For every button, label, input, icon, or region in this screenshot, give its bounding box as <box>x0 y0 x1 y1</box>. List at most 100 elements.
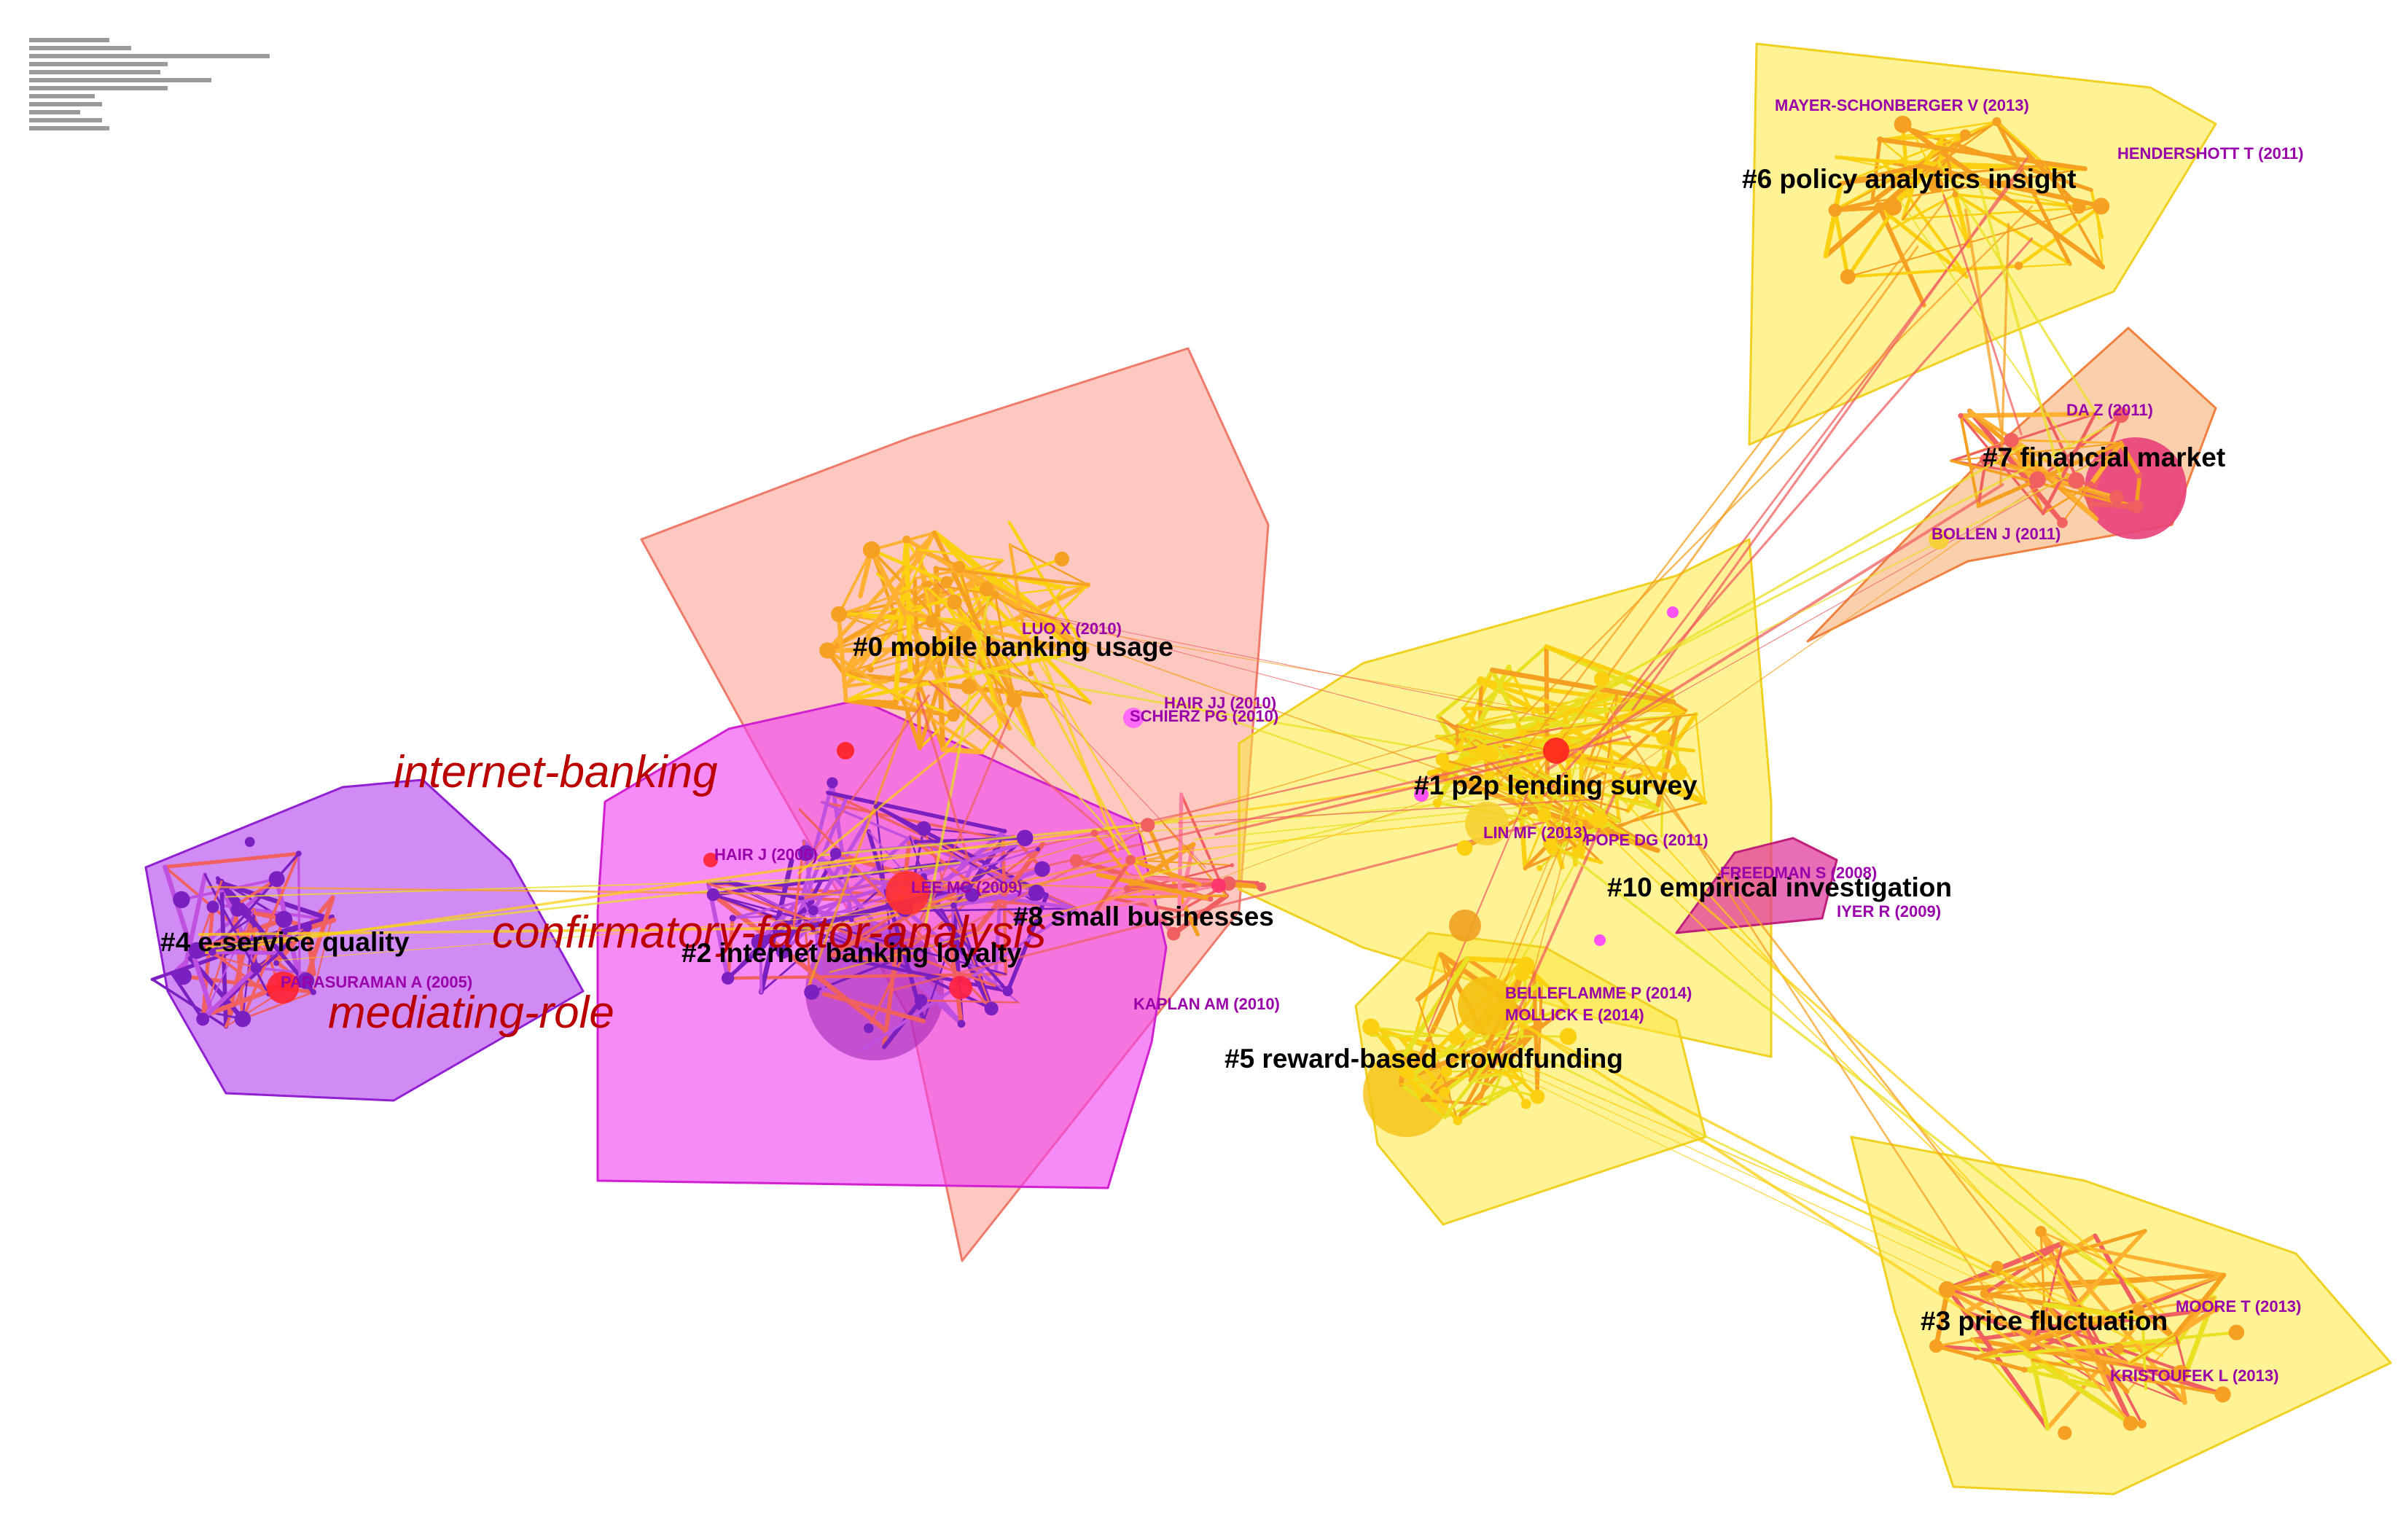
cluster-label-6: #6 policy analytics insight <box>1742 164 2077 194</box>
citation-nodes <box>173 115 2245 1440</box>
inter-cluster-edge <box>1564 782 2165 1314</box>
citation-edge <box>969 580 1093 705</box>
citation-edge <box>1469 1079 1539 1098</box>
ref-label-da-z: DA Z (2011) <box>2066 401 2153 419</box>
citation-node <box>862 541 880 559</box>
citation-edge <box>2009 437 2099 522</box>
highlighted-reference-node <box>837 742 854 759</box>
keyword-confirmatory-factor-analysis: confirmatory-factor-analysis <box>492 907 1046 958</box>
citation-node <box>1577 833 1585 842</box>
citation-node <box>2136 472 2143 479</box>
citation-node <box>1518 728 1526 737</box>
citation-node <box>1519 1023 1527 1031</box>
citation-node <box>925 580 932 588</box>
citation-node <box>1028 884 1045 902</box>
citation-node <box>208 948 216 956</box>
citation-node <box>1257 882 1267 892</box>
ref-label-hair-j: HAIR J (2006) <box>714 845 818 864</box>
citation-edge <box>866 829 926 1023</box>
citation-node <box>1432 798 1442 808</box>
inter-cluster-edge <box>800 857 1122 934</box>
citation-edge <box>1963 1233 2098 1315</box>
citation-node <box>1539 979 1545 985</box>
citation-node <box>916 821 931 836</box>
citation-node <box>2004 432 2019 448</box>
citation-edge <box>727 880 805 901</box>
citation-edge <box>1881 160 1969 278</box>
inter-cluster-edge <box>1975 175 2063 479</box>
inter-cluster-edge <box>1430 1024 2136 1329</box>
citation-edge <box>917 548 1004 562</box>
citation-edge <box>211 950 270 996</box>
citation-node <box>957 1020 966 1028</box>
citation-edge <box>2074 1359 2186 1404</box>
inter-cluster-edge <box>1002 601 1152 853</box>
citation-node <box>829 848 842 860</box>
citation-edge <box>1870 163 1923 205</box>
cluster-hull-4 <box>144 778 585 1102</box>
citation-edge <box>1840 164 2047 185</box>
citation-node <box>1536 865 1543 872</box>
citation-edge <box>1177 882 1203 913</box>
citation-edge <box>2030 1357 2050 1431</box>
inter-cluster-edge <box>1608 707 2016 1336</box>
ref-label-belleflamme: BELLEFLAMME P (2014) <box>1505 984 1692 1002</box>
citation-node <box>902 535 910 544</box>
citation-node <box>2212 1305 2220 1313</box>
citation-node <box>310 989 316 996</box>
citation-node <box>2072 200 2086 214</box>
citation-edge <box>1945 1287 2045 1348</box>
citation-edge <box>825 790 1007 834</box>
citation-node <box>706 888 720 902</box>
citation-edge <box>1973 1331 2238 1360</box>
inter-cluster-edge <box>821 820 1179 856</box>
keyword-internet-banking: internet-banking <box>394 747 718 797</box>
cluster-label-0: #0 mobile banking usage <box>853 632 1173 662</box>
citation-node <box>1166 927 1181 941</box>
citation-node <box>174 968 192 985</box>
citation-node <box>2029 471 2046 488</box>
ref-label-luo-x: LUO X (2010) <box>1022 619 1122 638</box>
citation-node <box>1254 880 1260 886</box>
citation-edge <box>870 548 1016 702</box>
citation-node <box>1398 1063 1415 1079</box>
citation-edge <box>1847 263 2071 278</box>
citation-node <box>1054 551 1069 567</box>
legend-block <box>29 38 270 134</box>
keyword-mediating-role: mediating-role <box>328 988 614 1038</box>
citation-edge <box>2042 483 2092 515</box>
inter-cluster-edge <box>829 890 1141 974</box>
citation-node <box>979 582 994 597</box>
inter-cluster-edge <box>1521 750 2073 1285</box>
citation-edge <box>1001 837 1008 976</box>
citation-node <box>831 606 848 622</box>
citation-edge <box>1902 206 2098 220</box>
inter-cluster-edge <box>1162 815 1514 854</box>
citation-node <box>2035 1226 2047 1238</box>
citation-node <box>947 708 960 722</box>
citation-node <box>1208 896 1214 902</box>
citation-node <box>273 960 280 966</box>
highlighted-reference-node <box>267 972 299 1004</box>
citation-edge <box>1493 1052 1528 1106</box>
citation-edge <box>1094 858 1133 912</box>
inter-cluster-edge <box>276 906 956 961</box>
inter-cluster-edge <box>1036 624 1602 828</box>
citation-node <box>961 679 977 695</box>
citation-node <box>1448 1029 1464 1046</box>
citation-edge <box>870 548 948 584</box>
citation-node <box>295 851 302 857</box>
inter-cluster-edge <box>1595 458 2100 740</box>
citation-edge <box>1551 751 1708 805</box>
citation-node <box>2228 1324 2245 1340</box>
citation-node <box>2109 490 2124 504</box>
citation-edge <box>2031 1358 2225 1396</box>
cluster-label-3: #3 price fluctuation <box>1921 1306 2168 1336</box>
inter-cluster-edge <box>1999 222 2010 486</box>
ref-label-hair-jj: HAIR JJ (2010) <box>1164 694 1276 712</box>
citation-node <box>1362 1018 1380 1036</box>
citation-edge <box>1823 181 1843 259</box>
citation-node <box>1884 198 1902 216</box>
inter-cluster-edge <box>1486 1006 2164 1357</box>
